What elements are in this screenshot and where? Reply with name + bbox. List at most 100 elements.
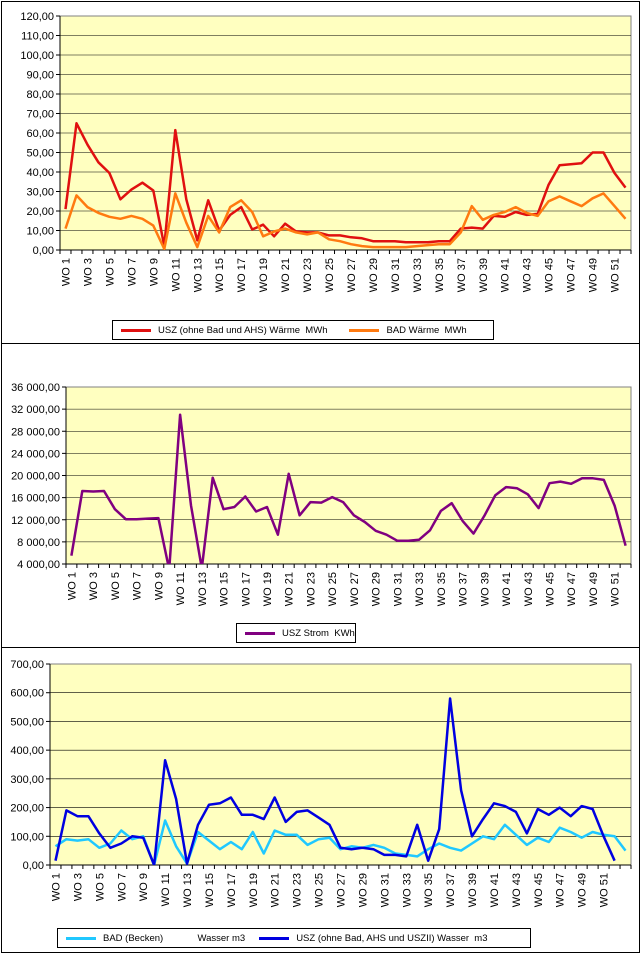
legend-item-bad-water: BAD (Becken) Wasser m3 [66, 933, 245, 944]
x-tick-label: WO 41 [500, 258, 512, 292]
legend-item-usz-water: USZ (ohne Bad, AHS und USZII) Wasser m3 [259, 932, 488, 944]
x-tick-label: WO 1 [50, 873, 62, 901]
x-tick-label: WO 13 [192, 258, 204, 292]
x-tick-label: WO 25 [314, 873, 326, 907]
x-tick-label: WO 27 [349, 572, 361, 606]
y-tick-label: 50,00 [26, 148, 54, 160]
legend-swatch [259, 936, 290, 940]
x-tick-label: WO 29 [371, 572, 383, 606]
chart-panel-heat: 0,00 10,00 20,00 30,00 40,00 50,00 60,00 70,00 8… [1, 1, 640, 344]
y-tick-label: 80,00 [26, 89, 54, 101]
heat-chart: 0,00 10,00 20,00 30,00 40,00 50,00 60,00 70,00 8… [20, 11, 632, 292]
series-line [54, 697, 616, 865]
y-tick-label: 40,00 [26, 167, 54, 179]
x-tick-label: WO 25 [324, 258, 336, 292]
x-tick-label: WO 17 [226, 873, 238, 907]
x-tick-label: WO 51 [599, 873, 611, 907]
x-tick-label: WO 9 [153, 572, 165, 600]
power-legend: USZ Strom KWh [236, 623, 356, 643]
x-tick-label: WO 3 [82, 258, 94, 286]
x-tick-label: WO 17 [240, 572, 252, 606]
x-tick-label: WO 33 [414, 572, 426, 606]
x-tick-label: WO 35 [423, 873, 435, 907]
x-tick-label: WO 7 [126, 258, 138, 286]
x-tick-label: WO 7 [132, 572, 144, 600]
x-tick-label: WO 51 [610, 258, 622, 292]
y-tick-label: 30,00 [26, 187, 54, 199]
legend-swatch [121, 328, 151, 332]
chart-panel-power: 4 000,00 8 000,00 12 000,00 16 000,00 20 000… [1, 343, 640, 648]
x-tick-label: WO 21 [270, 873, 282, 907]
x-tick-label: WO 31 [390, 258, 402, 292]
y-tick-label: 110,00 [21, 31, 54, 43]
x-tick-label: WO 15 [214, 258, 226, 292]
y-tick-label: 90,00 [26, 70, 54, 82]
y-tick-label: 600,00 [10, 688, 44, 700]
legend-swatch [245, 631, 275, 635]
x-tick-label: WO 11 [170, 258, 182, 291]
x-tick-label: WO 19 [262, 572, 274, 606]
y-tick-label: 700,00 [10, 659, 44, 671]
legend-label: USZ Strom KWh [282, 627, 355, 639]
x-tick-label: WO 33 [401, 873, 413, 907]
x-tick-label: WO 31 [379, 873, 391, 907]
power-chart: 4 000,00 8 000,00 12 000,00 16 000,00 20 000… [11, 382, 632, 606]
x-tick-label: WO 23 [305, 572, 317, 606]
water-legend: BAD (Becken) Wasser m3 USZ (ohne Bad, AH… [57, 928, 531, 948]
x-tick-label: WO 3 [72, 873, 84, 901]
y-tick-label: 4 000,00 [17, 559, 60, 571]
x-tick-label: WO 45 [533, 873, 545, 907]
x-tick-label: WO 49 [588, 258, 600, 292]
x-tick-label: WO 35 [436, 572, 448, 606]
y-tick-label: 60,00 [26, 128, 54, 140]
plot-area [49, 663, 632, 866]
x-tick-label: WO 27 [336, 873, 348, 907]
x-tick-label: WO 51 [610, 572, 622, 606]
x-tick-label: WO 35 [434, 258, 446, 292]
x-tick-label: WO 21 [284, 572, 296, 606]
x-tick-label: WO 29 [368, 258, 380, 292]
x-tick-label: WO 37 [458, 572, 470, 606]
x-tick-label: WO 41 [489, 873, 501, 907]
y-tick-label: 20 000,00 [11, 471, 60, 483]
x-tick-label: WO 1 [60, 258, 72, 286]
x-tick-label: WO 45 [545, 572, 557, 606]
legend-label: BAD Wärme MWh [386, 324, 467, 336]
x-tick-label: WO 19 [258, 258, 270, 292]
x-tick-label: WO 11 [175, 572, 187, 605]
x-tick-label: WO 17 [236, 258, 248, 292]
x-tick-label: WO 39 [479, 572, 491, 606]
y-tick-label: 28 000,00 [11, 426, 60, 438]
legend-label: USZ (ohne Bad, AHS und USZII) Wasser m3 [296, 932, 488, 944]
legend-swatch [66, 936, 96, 940]
x-tick-label: WO 39 [478, 258, 490, 292]
x-tick-label: WO 19 [248, 873, 260, 907]
x-tick-label: WO 23 [292, 873, 304, 907]
y-tick-label: 24 000,00 [11, 448, 60, 460]
x-tick-label: WO 5 [104, 258, 116, 286]
y-tick-label: 120,00 [20, 11, 54, 23]
series-line [70, 413, 627, 564]
y-tick-label: 100,00 [20, 50, 54, 62]
x-tick-label: WO 7 [116, 873, 128, 901]
x-tick-label: WO 33 [412, 258, 424, 292]
y-tick-label: 12 000,00 [11, 515, 60, 527]
x-tick-label: WO 23 [302, 258, 314, 292]
x-tick-label: WO 15 [204, 873, 216, 907]
x-tick-label: WO 47 [566, 258, 578, 292]
y-tick-label: 8 000,00 [17, 537, 60, 549]
y-tick-label: 0,00 [23, 860, 44, 872]
y-tick-label: 100,00 [10, 831, 44, 843]
y-tick-label: 200,00 [10, 803, 44, 815]
y-tick-label: 32 000,00 [11, 404, 60, 416]
x-tick-label: WO 31 [392, 572, 404, 606]
x-tick-label: WO 21 [280, 258, 292, 292]
x-tick-label: WO 43 [523, 572, 535, 606]
y-tick-label: 20,00 [26, 206, 54, 218]
x-tick-label: WO 39 [467, 873, 479, 907]
x-tick-label: WO 9 [148, 258, 160, 286]
x-tick-label: WO 13 [197, 572, 209, 606]
legend-item-bad-heat: BAD Wärme MWh [349, 324, 467, 336]
legend-item-usz-heat: USZ (ohne Bad und AHS) Wärme MWh [121, 325, 327, 336]
legend-swatch [349, 328, 380, 332]
